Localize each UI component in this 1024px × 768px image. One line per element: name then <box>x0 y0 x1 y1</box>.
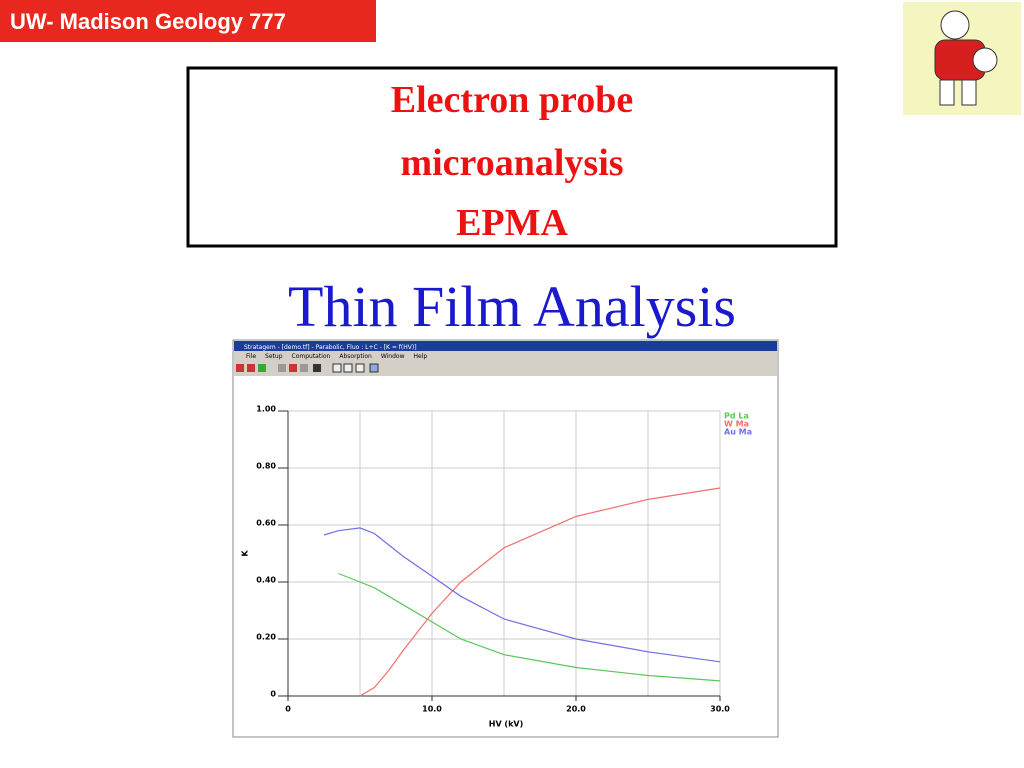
data-line <box>359 487 721 697</box>
menu-item[interactable]: Absorption <box>339 353 372 360</box>
data-line <box>323 527 721 663</box>
subtitle: Thin Film Analysis <box>288 274 736 339</box>
y-tick-label: 0.80 <box>256 462 276 471</box>
y-tick-label: 0.20 <box>256 633 276 642</box>
window-title: Stratagem - [demo.tf] - Parabolic, Fluo … <box>244 344 417 351</box>
menu-item[interactable]: Computation <box>292 353 331 360</box>
x-tick-label: 20.0 <box>566 705 586 714</box>
menu-item[interactable]: Window <box>381 353 405 360</box>
x-tick-label: 30.0 <box>710 705 730 714</box>
y-tick-label: 0.40 <box>256 576 276 585</box>
menu-item[interactable]: Help <box>414 353 428 360</box>
title-line: Electron probe <box>391 79 633 121</box>
app-window <box>232 339 779 738</box>
header-title: UW- Madison Geology 777 <box>10 9 286 34</box>
menu-item[interactable]: File <box>246 353 256 360</box>
x-tick-label: 0 <box>285 705 291 714</box>
toolbar <box>236 363 379 373</box>
title-box <box>186 66 838 248</box>
mascot <box>934 10 998 106</box>
x-tick-label: 10.0 <box>422 705 442 714</box>
menu-toolbar <box>234 351 777 376</box>
legend-entry: Pd La <box>724 412 749 421</box>
y-tick-label: 0.60 <box>256 519 276 528</box>
y-axis-label: K <box>241 550 250 557</box>
x-axis-label: HV (kV) <box>489 720 524 729</box>
data-line <box>338 572 721 682</box>
header-bar <box>0 0 376 42</box>
menu-item[interactable]: Setup <box>265 353 283 360</box>
title-line: EPMA <box>456 202 568 244</box>
title-line: microanalysis <box>400 142 623 184</box>
y-tick-label: 1.00 <box>256 405 276 414</box>
title-bar <box>234 341 777 351</box>
legend-entry: W Ma <box>724 420 749 429</box>
legend-entry: Au Ma <box>724 428 752 437</box>
y-tick-label: 0 <box>270 690 276 699</box>
